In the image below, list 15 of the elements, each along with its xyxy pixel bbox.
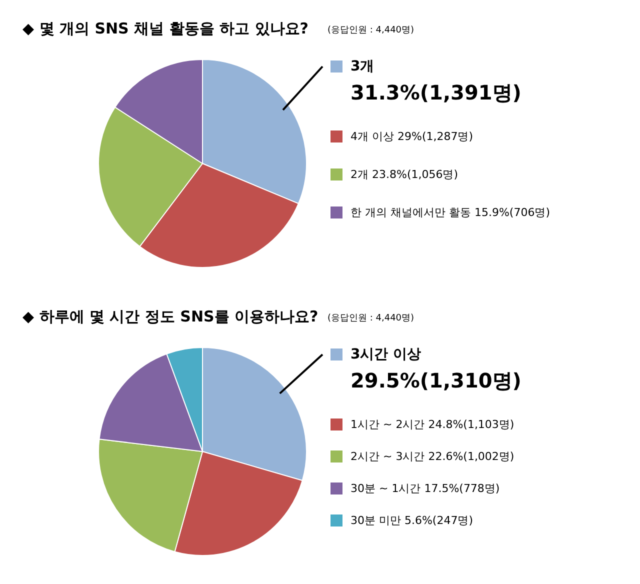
chart-title: ◆ 몇 개의 SNS 채널 활동을 하고 있나요? bbox=[22, 20, 308, 38]
chart-subtitle: (응답인원 : 4,440명) bbox=[328, 314, 414, 324]
legend-label: 2시간 ~ 3시간 22.6%(1,002명) bbox=[350, 450, 514, 463]
legend-label: 30분 미만 5.6%(247명) bbox=[350, 514, 474, 527]
slice-label: 3시간 이상 bbox=[350, 346, 422, 362]
data-label: 29.5%(1,310명) bbox=[350, 368, 522, 392]
chart-subtitle: (응답인원 : 4,440명) bbox=[328, 26, 414, 36]
data-label: 31.3%(1,391명) bbox=[350, 80, 522, 104]
legend-label: 3개 bbox=[350, 58, 374, 74]
legend-label: 한 개의 채널에서만 활동 15.9%(706명) bbox=[350, 206, 550, 219]
legend-label: 2개 23.8%(1,056명) bbox=[350, 168, 458, 181]
chart-title: ◆ 하루에 몇 시간 정도 SNS를 이용하나요? bbox=[22, 308, 318, 326]
legend-label: 4개 이상 29%(1,287명) bbox=[350, 130, 474, 143]
legend-label: 1시간 ~ 2시간 24.8%(1,103명) bbox=[350, 418, 514, 431]
legend-label: 30분 ~ 1시간 17.5%(778명) bbox=[350, 482, 500, 495]
